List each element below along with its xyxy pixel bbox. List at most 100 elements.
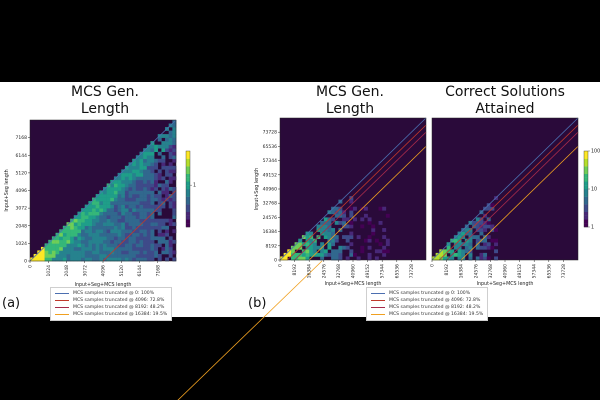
heatmap-cell (103, 243, 107, 248)
heatmap-cell (121, 197, 126, 202)
heatmap-cell (81, 211, 86, 216)
heatmap-cell (360, 217, 365, 222)
heatmap-cell (161, 186, 166, 191)
heatmap-cell (165, 172, 169, 177)
heatmap-cell (168, 186, 173, 191)
heatmap-cell (121, 225, 126, 230)
heatmap-cell (338, 210, 343, 215)
heatmap-cell (106, 201, 111, 205)
heatmap-cell (37, 257, 42, 262)
heatmap-cell (106, 215, 111, 219)
heatmap-cell (139, 225, 144, 230)
heatmap-cell (334, 220, 339, 225)
heatmap-cell (62, 257, 67, 262)
heatmap-cell (457, 235, 462, 239)
heatmap-cell (143, 197, 148, 202)
heatmap-cell (139, 201, 144, 205)
heatmap-cell (121, 194, 126, 198)
heatmap-cell (338, 256, 343, 261)
x-tick-label: 2048 (64, 265, 70, 277)
heatmap-cell (135, 169, 140, 174)
heatmap-cell (316, 252, 321, 257)
heatmap-cell (143, 257, 148, 262)
heatmap-cell (110, 183, 115, 188)
heatmap-cell (150, 201, 155, 205)
heatmap-cell (121, 215, 126, 219)
x-tick-label: 49152 (517, 264, 523, 278)
colorbar-segment (186, 181, 190, 186)
heatmap-cell (81, 236, 86, 241)
heatmap-cell (110, 215, 115, 219)
heatmap-cell (103, 204, 107, 209)
heatmap-cell (110, 211, 115, 216)
legend-item: MCS samples truncated @ 16384: 19.5% (371, 311, 483, 318)
heatmap-cell (66, 253, 71, 258)
heatmap-cell (157, 208, 162, 212)
heatmap-cell (44, 253, 49, 258)
heatmap-cell (121, 183, 126, 188)
heatmap-cell (59, 239, 64, 244)
heatmap-cell (128, 218, 133, 223)
heatmap-cell (349, 242, 354, 247)
heatmap-cell (165, 257, 169, 262)
heatmap-cell (301, 252, 306, 257)
heatmap-cell (106, 186, 111, 191)
heatmap-cell (453, 252, 458, 257)
heatmap-cell (110, 232, 115, 237)
heatmap-cell (157, 201, 162, 205)
heatmap-cell (349, 210, 354, 215)
legend-swatch (371, 300, 385, 301)
heatmap-cell (121, 201, 126, 205)
heatmap-cell (117, 179, 122, 184)
heatmap-cell (117, 183, 122, 188)
heatmap-cell (139, 158, 144, 163)
heatmap-cell (363, 238, 368, 243)
heatmap-cell (88, 204, 93, 209)
heatmap-cell (73, 253, 78, 258)
heatmap-cell (55, 246, 60, 251)
heatmap-cell (132, 250, 137, 255)
heatmap-cell (106, 208, 111, 212)
heatmap-cell (117, 246, 122, 251)
heatmap-cell (154, 186, 159, 191)
heatmap-cell (450, 249, 455, 254)
heatmap-cell (146, 218, 151, 223)
heatmap-cell (81, 250, 86, 255)
heatmap-cell (483, 224, 488, 229)
heatmap-cell (150, 215, 155, 219)
legend-item: MCS samples truncated @ 4096: 72.8% (371, 297, 483, 304)
heatmap-cell (135, 236, 140, 241)
heatmap-cell (51, 243, 56, 248)
heatmap-cell (95, 208, 100, 212)
x-tick-label: 73728 (561, 264, 567, 278)
heatmap-cell (106, 246, 111, 251)
heatmap-cell (77, 225, 82, 230)
heatmap-cell (124, 253, 129, 258)
heatmap-cell (161, 232, 166, 237)
heatmap-cell (117, 253, 122, 258)
chart-b-left-title-line2: Length (325, 101, 375, 117)
heatmap-cell (464, 249, 469, 254)
heatmap-cell (81, 246, 86, 251)
heatmap-cell (382, 206, 387, 211)
heatmap-cell (88, 253, 93, 258)
heatmap-cell (139, 169, 144, 174)
x-axis-label: Input+Seg+MCS length (75, 282, 132, 288)
heatmap-cell (92, 208, 96, 212)
heatmap-cell (305, 242, 310, 247)
heatmap-cell (66, 225, 71, 230)
heatmap-cell (146, 148, 151, 153)
heatmap-cell (483, 256, 488, 261)
heatmap-cell (157, 169, 162, 174)
legend-swatch (371, 293, 385, 294)
colorbar-segment (186, 170, 190, 174)
reference-line (287, 124, 427, 261)
heatmap-cell (84, 236, 89, 241)
heatmap-cell (121, 208, 126, 212)
heatmap-cell (349, 252, 354, 257)
heatmap-cell (146, 162, 151, 167)
x-tick-label: 16384 (459, 264, 465, 278)
heatmap-cell (168, 204, 173, 209)
heatmap-cell (154, 144, 159, 149)
